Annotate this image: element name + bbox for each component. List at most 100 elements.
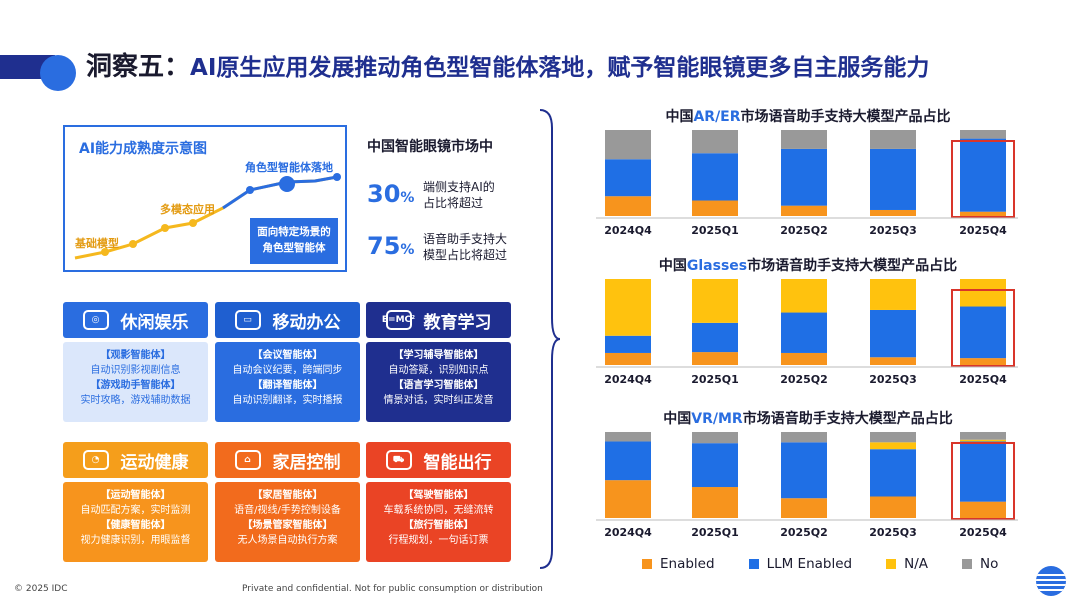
scenario-card: ◔ 运动健康【运动智能体】 自动匹配方案，实时监测 【健康智能体】 视力健康识别，用眼监… xyxy=(63,442,208,562)
agent-desc: 视力健康识别，用眼监督 xyxy=(80,535,191,546)
scenario-card-header: ⌂ 家居控制 xyxy=(215,442,360,478)
bar-segment-enabled xyxy=(870,496,916,518)
page-title-text: AI原生应用发展推动角色型智能体落地，赋予智能眼镜更多自主服务能力 xyxy=(190,55,930,81)
maturity-stage-3: 角色型智能体落地 xyxy=(245,161,333,174)
stats-heading: 中国智能眼镜市场中 xyxy=(367,139,493,155)
agent-desc: 自动会议纪要，跨端同步 xyxy=(232,365,343,376)
bar-segment-n-a xyxy=(960,279,1006,307)
agent-desc: 无人场景自动执行方案 xyxy=(237,535,338,546)
bar-segment-enabled xyxy=(605,196,651,216)
highlight-box xyxy=(951,442,1015,520)
scenario-card-label: 教育学习 xyxy=(423,312,492,333)
maturity-stage-2: 多模态应用 xyxy=(160,203,215,216)
x-tick-label: 2025Q2 xyxy=(780,224,828,237)
bar-segment-enabled xyxy=(960,501,1006,518)
agent-name: 【场景管家智能体】 xyxy=(242,520,333,531)
scenario-card-header: ◔ 运动健康 xyxy=(63,442,208,478)
scenario-card: ▭ 移动办公【会议智能体】自动会议纪要，跨端同步 【翻译智能体】自动识别翻译，实时播… xyxy=(215,302,360,422)
x-tick-label: 2024Q4 xyxy=(604,373,652,386)
agent-desc: 自动识别影视剧信息 xyxy=(90,365,181,376)
legend-swatch xyxy=(886,559,897,569)
bar-segment-no xyxy=(960,432,1006,440)
x-tick-label: 2025Q3 xyxy=(869,224,917,237)
agent-name: 【观影智能体】 xyxy=(100,350,171,361)
chart-glasses: 中国Glasses市场语音助手支持大模型产品占比 2024Q4 2025Q1 202… xyxy=(578,255,1038,405)
scenario-card-label: 智能出行 xyxy=(423,452,492,473)
bar-segment-enabled xyxy=(781,352,827,365)
blackboard-icon: E=MC² xyxy=(382,310,415,330)
title-accent-dot xyxy=(40,55,76,91)
highlight-box xyxy=(951,289,1015,367)
scenario-card-header: ⛟ 智能出行 xyxy=(366,442,511,478)
bar-segment-llm-enabled xyxy=(960,138,1006,212)
stat-text-2: 语音助手支持大 模型占比将超过 xyxy=(423,232,508,262)
agent-name: 【语言学习智能体】 xyxy=(393,380,484,391)
agent-desc: 车载系统协同，无缝流转 xyxy=(383,505,494,516)
copyright: © 2025 IDC xyxy=(14,584,68,594)
bar-segment-llm-enabled xyxy=(870,148,916,210)
maturity-highlight-point xyxy=(279,176,295,192)
scenario-card-label: 移动办公 xyxy=(272,312,341,333)
bar-segment-no xyxy=(781,130,827,149)
bar-segment-n-a xyxy=(781,279,827,313)
chart-plot: 2024Q4 2025Q1 2025Q2 2025Q3 2025Q4 xyxy=(596,130,1018,237)
stat-text-1: 端侧支持AI的 占比将超过 xyxy=(423,180,495,210)
x-tick-label: 2024Q4 xyxy=(604,526,652,539)
scenario-card: ⛟ 智能出行 【驾驶智能体】 车载系统协同，无缝流转 【旅行智能体】 行程规划，一句话订票 xyxy=(366,442,511,562)
bar-segment-llm-enabled xyxy=(960,441,1006,502)
bar-segment-enabled xyxy=(960,211,1006,216)
scenario-card-body: 【运动智能体】 自动匹配方案，实时监测 【健康智能体】 视力健康识别，用眼监督 xyxy=(63,482,208,562)
scenario-card: ◎ 休闲娱乐【观影智能体】 自动识别影视剧信息 【游戏助手智能体】 实时攻略，游戏辅助数… xyxy=(63,302,208,422)
agent-desc: 自动识别翻译，实时播报 xyxy=(232,395,343,406)
chart-plot: 2024Q4 2025Q1 2025Q2 2025Q3 2025Q4 xyxy=(596,432,1018,539)
bar-segment-enabled xyxy=(692,200,738,216)
scenario-card-header: E=MC² 教育学习 xyxy=(366,302,511,338)
bar-segment-llm-enabled xyxy=(781,442,827,499)
bar-segment-llm-enabled xyxy=(605,335,651,353)
laptop-icon: ▭ xyxy=(234,310,261,330)
scenario-card-label: 休闲娱乐 xyxy=(120,312,189,333)
scenario-card-body: 【观影智能体】 自动识别影视剧信息 【游戏助手智能体】 实时攻略，游戏辅助数据 xyxy=(63,342,208,422)
bar-segment-enabled xyxy=(692,352,738,365)
legend-item: N/A xyxy=(886,556,928,572)
chart-title: 中国Glasses市场语音助手支持大模型产品占比 xyxy=(658,258,958,274)
legend-swatch xyxy=(642,559,652,569)
legend-label: No xyxy=(980,556,999,572)
x-tick-label: 2025Q1 xyxy=(691,526,739,539)
page-title: 洞察五：AI原生应用发展推动角色型智能体落地，赋予智能眼镜更多自主服务能力 xyxy=(86,46,929,83)
agent-name: 【学习辅导智能体】 xyxy=(393,350,484,361)
x-tick-label: 2025Q1 xyxy=(691,224,739,237)
x-tick-label: 2025Q3 xyxy=(869,373,917,386)
bar-segment-no xyxy=(960,130,1006,139)
bar-segment-n-a xyxy=(692,279,738,323)
x-tick-label: 2025Q4 xyxy=(959,224,1007,237)
chart-plot: 2024Q4 2025Q1 2025Q2 2025Q3 2025Q4 xyxy=(596,279,1018,386)
chart-legend: Enabled LLM Enabled N/A No xyxy=(642,556,998,572)
agent-name: 【旅行智能体】 xyxy=(403,520,474,531)
chart-title: 中国VR/MR市场语音助手支持大模型产品占比 xyxy=(663,411,953,427)
maturity-point xyxy=(101,248,109,256)
maturity-callout-line1: 面向特定场景的 xyxy=(257,226,331,238)
bar-segment-enabled xyxy=(781,205,827,216)
bar-segment-no xyxy=(870,130,916,149)
bar-segment-enabled xyxy=(605,480,651,518)
agent-name: 【翻译智能体】 xyxy=(252,380,323,391)
scenario-card-label: 运动健康 xyxy=(120,452,189,473)
agent-desc: 情景对话，实时纠正发音 xyxy=(383,395,494,406)
page-title-lead: 洞察五： xyxy=(86,52,191,82)
legend-item: LLM Enabled xyxy=(748,556,853,572)
legend-label: LLM Enabled xyxy=(766,556,853,572)
agent-name: 【会议智能体】 xyxy=(252,350,323,361)
bar-segment-no xyxy=(870,432,916,443)
agent-desc: 行程规划，一句话订票 xyxy=(388,535,489,546)
scenario-card-header: ◎ 休闲娱乐 xyxy=(63,302,208,338)
legend-swatch xyxy=(748,559,759,569)
legend-item: No xyxy=(962,556,998,572)
scenario-card-header: ▭ 移动办公 xyxy=(215,302,360,338)
maturity-point xyxy=(189,219,197,227)
x-tick-label: 2025Q4 xyxy=(959,373,1007,386)
scenario-card-body: 【会议智能体】自动会议纪要，跨端同步 【翻译智能体】自动识别翻译，实时播报 xyxy=(215,342,360,422)
maturity-curve xyxy=(74,173,341,260)
agent-name: 【运动智能体】 xyxy=(100,490,171,501)
bar-segment-no xyxy=(692,432,738,444)
